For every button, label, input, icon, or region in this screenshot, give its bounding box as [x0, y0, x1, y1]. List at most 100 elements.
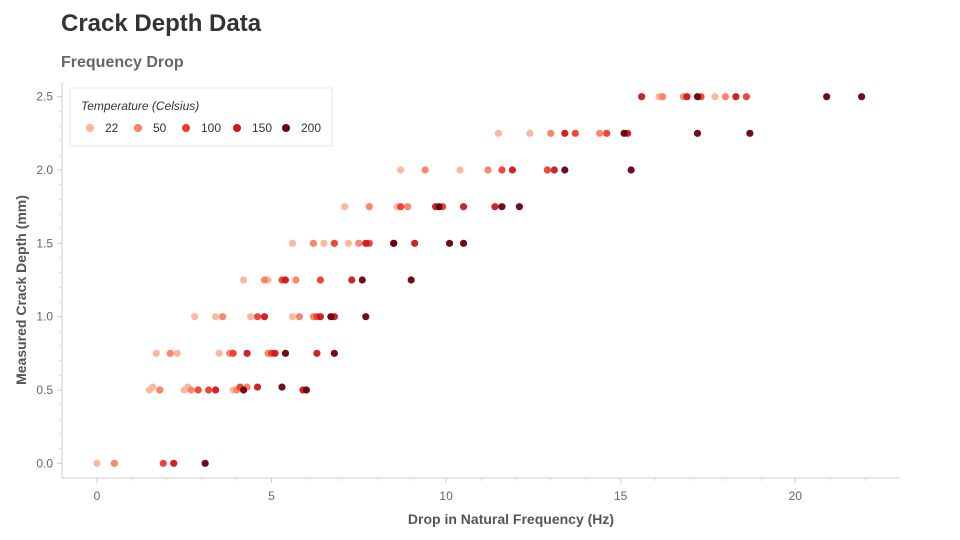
scatter-point-50: [421, 166, 429, 174]
scatter-point-50: [219, 313, 227, 321]
scatter-point-50: [295, 313, 304, 321]
scatter-point-22: [320, 239, 328, 247]
scatter-point-50: [596, 129, 604, 137]
scatter-point-22: [246, 313, 255, 321]
scatter-point-100: [205, 386, 213, 394]
data-points: [93, 93, 866, 467]
scatter-point-22: [212, 313, 220, 321]
scatter-point-50: [166, 349, 174, 357]
scatter-point-22: [191, 313, 199, 321]
scatter-point-200: [358, 276, 366, 284]
scatter-point-50: [547, 129, 555, 137]
scatter-point-100: [397, 203, 405, 211]
scatter-point-150: [253, 383, 262, 391]
scatter-point-50: [110, 459, 118, 467]
y-tick-label: 0.0: [36, 456, 53, 470]
scatter-point-150: [313, 349, 321, 357]
scatter-point-150: [550, 166, 558, 174]
legend-marker-150: [233, 124, 241, 132]
y-tick-label: 2.5: [36, 90, 53, 104]
scatter-point-200: [746, 129, 754, 137]
legend-box: [69, 87, 333, 147]
y-axis-title: Measured Crack Depth (mm): [13, 195, 29, 385]
scatter-point-150: [491, 203, 499, 211]
axes: 0.0 0.5 1.0 1.5 2.0 2.5 0 5 10 15 20 Drop in Natura…: [13, 82, 900, 527]
scatter-point-150: [260, 313, 269, 321]
scatter-point-200: [823, 93, 831, 101]
scatter-point-50: [309, 239, 317, 247]
scatter-point-100: [253, 313, 262, 321]
scatter-point-150: [638, 93, 646, 101]
scatter-point-200: [561, 166, 569, 174]
scatter-point-50: [187, 386, 195, 394]
scatter-point-200: [327, 313, 335, 321]
scatter-point-200: [620, 129, 628, 137]
scatter-point-150: [316, 313, 324, 321]
x-tick-label: 10: [439, 489, 453, 503]
scatter-point-50: [156, 386, 164, 394]
scatter-point-100: [543, 166, 551, 174]
scatter-point-150: [508, 166, 517, 174]
legend-marker-200: [282, 124, 290, 132]
scatter-point-100: [603, 129, 611, 137]
scatter-point-150: [271, 349, 279, 357]
y-tick-label: 1.0: [36, 310, 53, 324]
scatter-point-200: [281, 349, 290, 357]
x-axis-title: Drop in Natural Frequency (Hz): [408, 511, 614, 527]
x-tick-label: 15: [614, 489, 628, 503]
scatter-point-22: [711, 93, 719, 101]
scatter-point-200: [435, 203, 443, 211]
scatter-point-22: [173, 349, 181, 357]
scatter-point-200: [239, 386, 248, 394]
legend: Temperature (Celsius) 22 50 100 150 200: [69, 87, 333, 147]
chart-title: Crack Depth Data: [61, 10, 262, 37]
legend-label-100: 100: [201, 121, 221, 135]
scatter-point-200: [407, 276, 415, 284]
scatter-point-50: [292, 276, 300, 284]
scatter-point-150: [411, 239, 419, 247]
scatter-point-22: [344, 239, 352, 247]
scatter-point-100: [498, 166, 506, 174]
scatter-point-100: [194, 386, 202, 394]
scatter-point-50: [658, 93, 667, 101]
scatter-point-150: [243, 349, 251, 357]
scatter-point-150: [683, 93, 691, 101]
scatter-point-22: [288, 313, 297, 321]
legend-title: Temperature (Celsius): [81, 99, 199, 113]
scatter-point-200: [459, 239, 468, 247]
scatter-point-22: [93, 459, 101, 467]
y-tick-label: 0.5: [36, 383, 53, 397]
scatter-point-100: [742, 93, 750, 101]
scatter-point-50: [365, 203, 373, 211]
scatter-point-200: [362, 313, 370, 321]
scatter-point-50: [355, 239, 363, 247]
scatter-point-22: [152, 349, 160, 357]
scatter-point-100: [330, 239, 338, 247]
scatter-point-22: [149, 383, 157, 391]
scatter-point-200: [693, 93, 702, 101]
legend-label-200: 200: [301, 121, 321, 135]
scatter-point-200: [201, 459, 209, 467]
scatter-point-50: [260, 276, 269, 284]
scatter-point-150: [170, 459, 178, 467]
scatter-point-150: [212, 386, 220, 394]
legend-marker-22: [86, 124, 94, 132]
scatter-point-200: [330, 349, 338, 357]
scatter-point-100: [229, 349, 237, 357]
scatter-point-150: [348, 276, 356, 284]
scatter-point-22: [341, 203, 349, 211]
legend-marker-50: [134, 124, 142, 132]
scatter-point-150: [561, 129, 569, 137]
scatter-point-22: [456, 166, 464, 174]
y-tick-label: 2.0: [36, 163, 53, 177]
scatter-point-22: [397, 166, 405, 174]
scatter-point-22: [288, 239, 297, 247]
scatter-point-150: [281, 276, 290, 284]
scatter-point-22: [494, 129, 503, 137]
scatter-point-200: [857, 93, 866, 101]
legend-label-50: 50: [153, 121, 167, 135]
scatter-point-150: [459, 203, 468, 211]
scatter-point-22: [215, 349, 223, 357]
scatter-point-150: [362, 239, 370, 247]
